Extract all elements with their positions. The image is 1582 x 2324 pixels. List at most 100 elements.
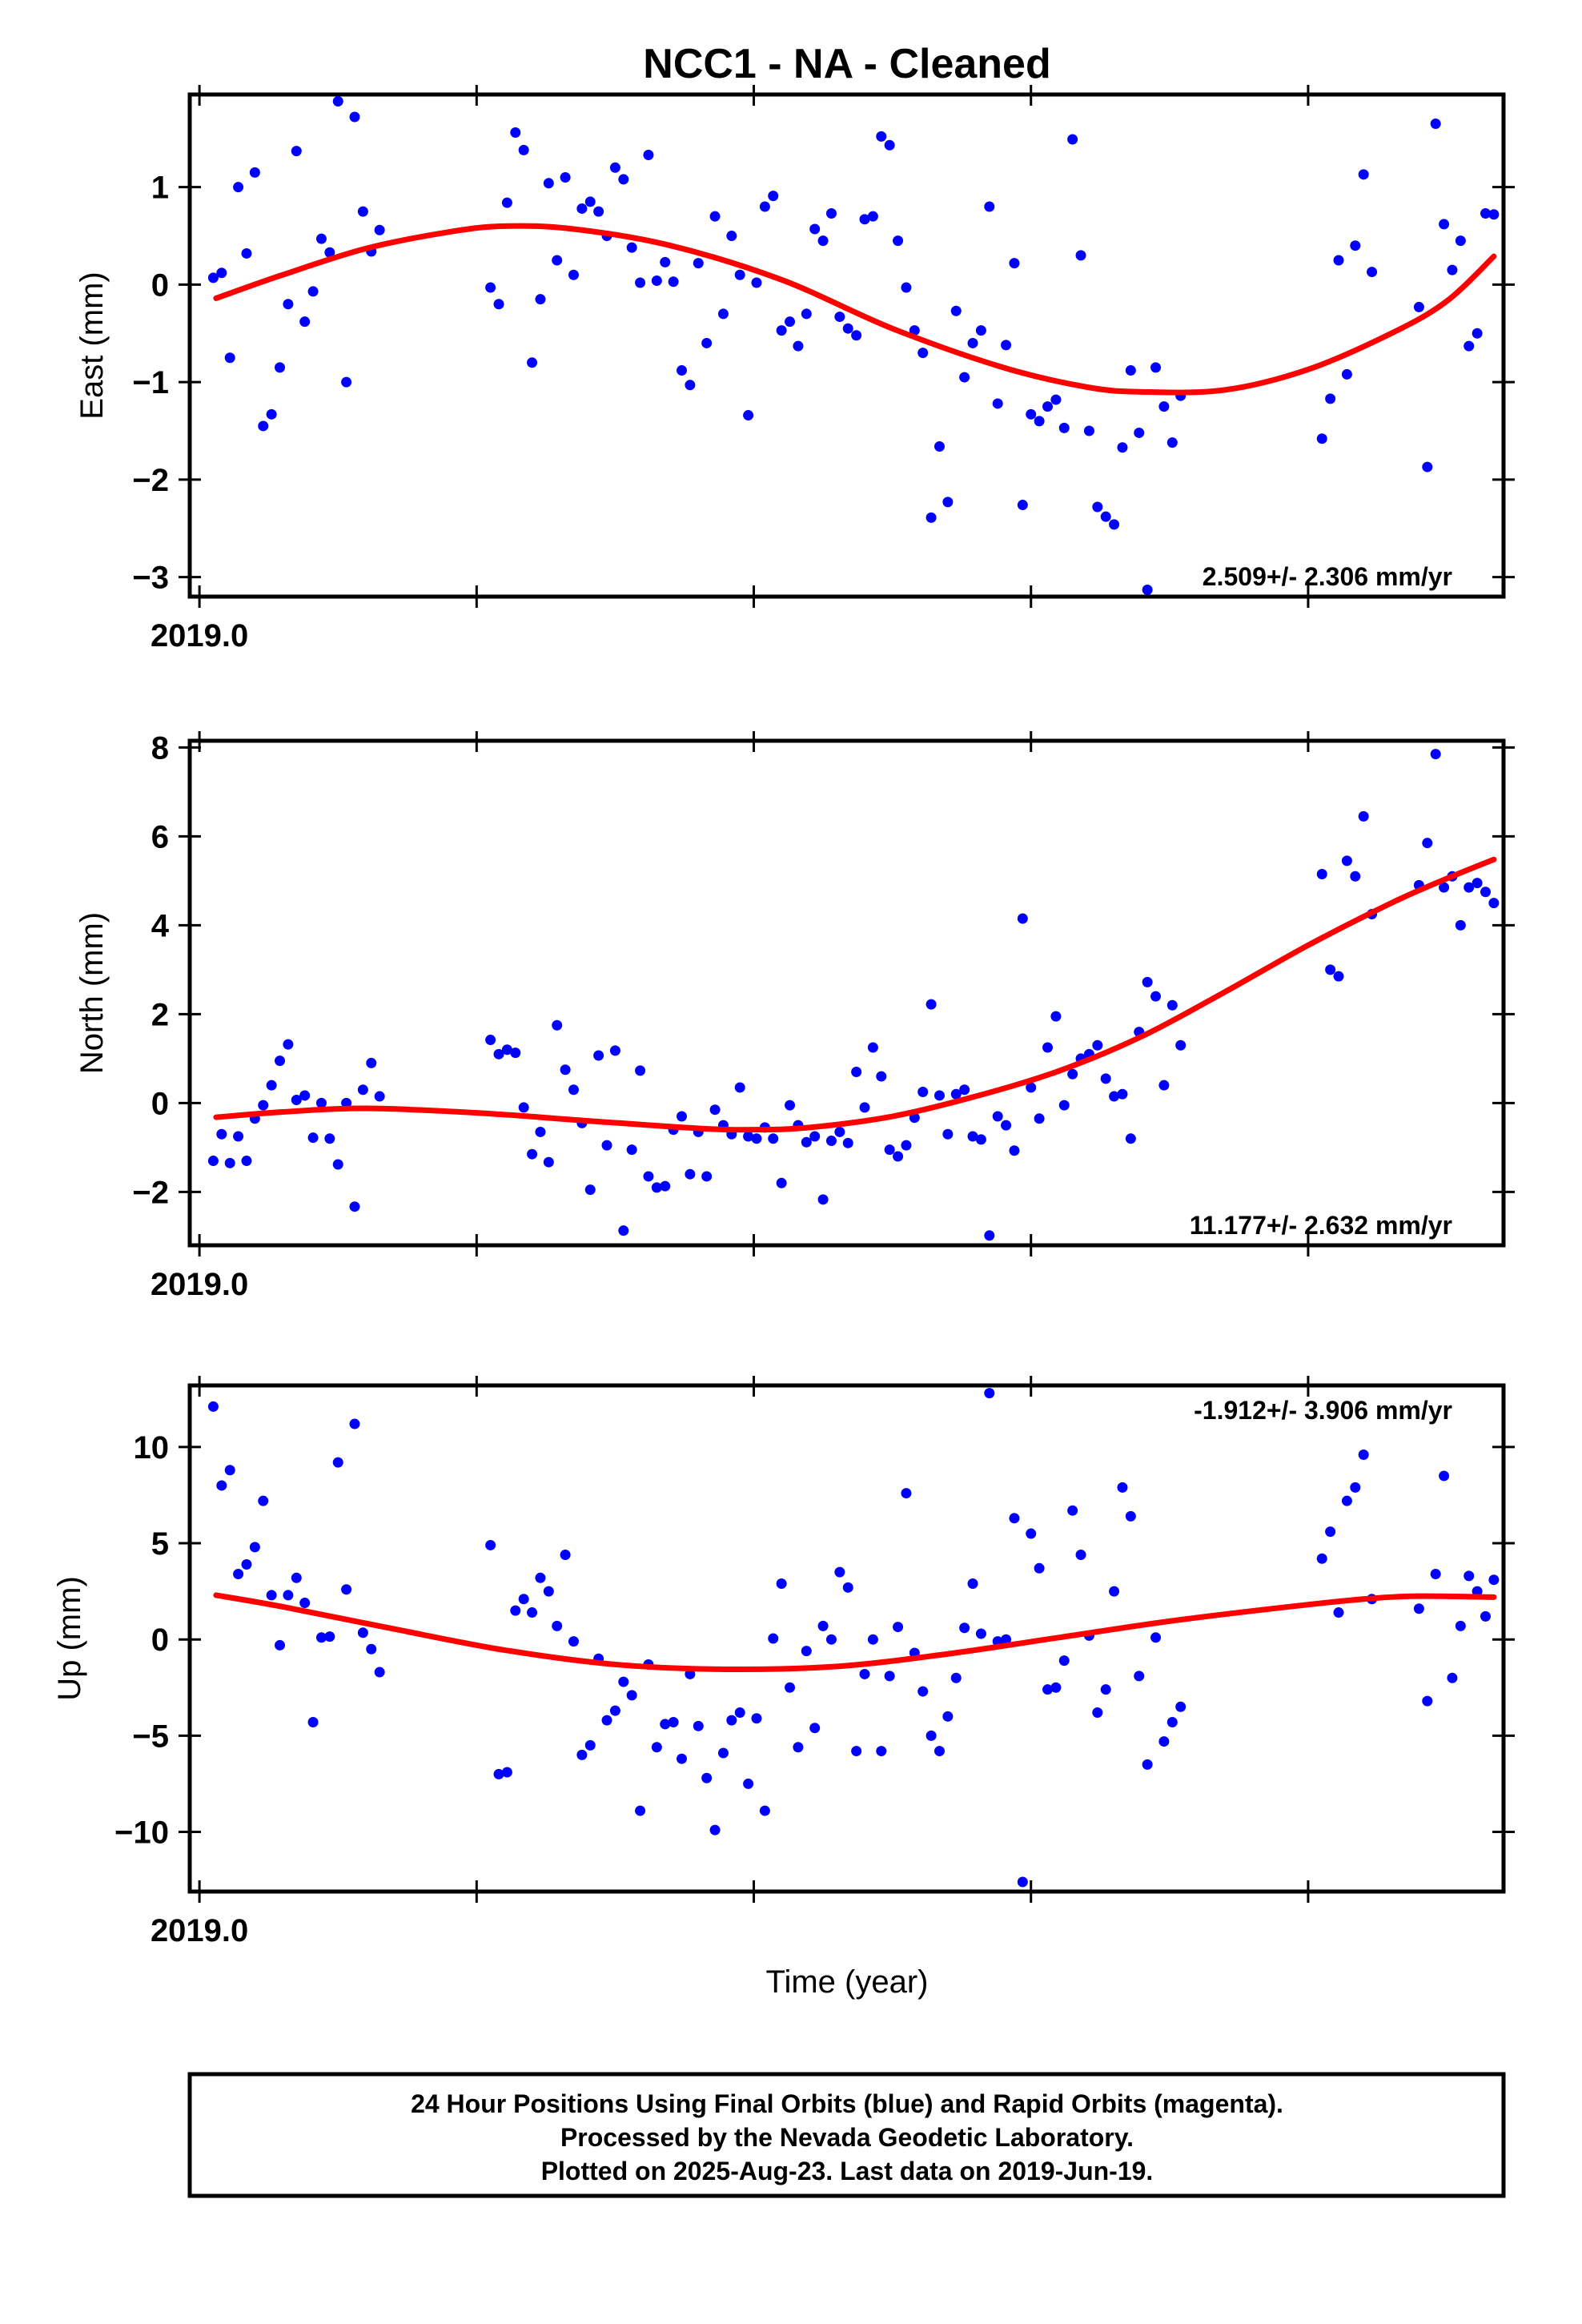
east-data-point bbox=[693, 258, 704, 269]
east-data-point bbox=[1166, 437, 1178, 448]
up-data-point bbox=[501, 1767, 512, 1778]
footer-line-2: Processed by the Nevada Geodetic Laborat… bbox=[560, 2123, 1134, 2152]
up-y-tick-label: 0 bbox=[151, 1622, 169, 1658]
north-data-point bbox=[917, 1087, 929, 1098]
up-data-point bbox=[207, 1401, 219, 1412]
up-data-point bbox=[926, 1730, 937, 1741]
up-data-point bbox=[751, 1713, 762, 1724]
up-y-tick-label: 5 bbox=[151, 1526, 169, 1562]
east-data-point bbox=[975, 325, 986, 336]
up-data-point bbox=[859, 1668, 870, 1679]
east-data-point bbox=[485, 282, 496, 293]
up-data-point bbox=[1464, 1570, 1475, 1582]
east-data-point bbox=[593, 206, 604, 217]
north-data-point bbox=[601, 1140, 612, 1151]
north-data-point bbox=[233, 1131, 244, 1142]
east-data-point bbox=[1341, 368, 1352, 380]
north-data-point bbox=[1142, 976, 1153, 987]
up-data-point bbox=[1075, 1549, 1086, 1560]
north-data-point bbox=[518, 1102, 529, 1113]
up-fit-curve bbox=[213, 1592, 1497, 1673]
north-data-point bbox=[867, 1042, 878, 1053]
east-data-point bbox=[493, 299, 504, 310]
east-data-point bbox=[942, 497, 954, 508]
east-data-point bbox=[241, 247, 252, 259]
north-data-point bbox=[1358, 810, 1369, 822]
east-data-point bbox=[1009, 258, 1020, 269]
east-data-point bbox=[275, 362, 286, 373]
east-data-point bbox=[1092, 501, 1103, 513]
up-data-point bbox=[275, 1639, 286, 1651]
north-data-point bbox=[510, 1047, 521, 1059]
north-data-point bbox=[1464, 882, 1475, 893]
east-data-point bbox=[543, 178, 554, 189]
east-data-point bbox=[1001, 340, 1012, 351]
up-data-point bbox=[618, 1676, 629, 1687]
up-data-point bbox=[975, 1628, 986, 1639]
up-data-point bbox=[1166, 1717, 1178, 1728]
east-data-point bbox=[785, 316, 796, 328]
north-data-point bbox=[315, 1097, 327, 1108]
east-y-tick-label: 1 bbox=[151, 171, 169, 206]
up-data-point bbox=[258, 1495, 269, 1506]
up-data-point bbox=[1158, 1736, 1170, 1747]
east-data-point bbox=[527, 357, 538, 368]
up-data-point bbox=[485, 1539, 496, 1550]
up-data-point bbox=[291, 1572, 302, 1583]
up-data-point bbox=[332, 1457, 343, 1468]
east-plot-frame bbox=[187, 92, 1506, 599]
east-data-point bbox=[751, 277, 762, 288]
east-data-point bbox=[224, 352, 235, 364]
north-data-point bbox=[660, 1180, 671, 1192]
up-data-point bbox=[726, 1715, 737, 1726]
north-data-point bbox=[560, 1064, 571, 1076]
east-data-point bbox=[934, 441, 945, 452]
up-data-point bbox=[867, 1634, 878, 1645]
east-y-tick-label: −3 bbox=[132, 561, 169, 596]
east-data-point bbox=[926, 512, 937, 523]
footer-line-1: 24 Hour Positions Using Final Orbits (bl… bbox=[411, 2089, 1283, 2118]
east-data-point bbox=[776, 325, 787, 336]
east-data-point bbox=[1367, 267, 1378, 278]
east-data-point bbox=[584, 196, 596, 207]
east-data-point bbox=[909, 325, 920, 336]
up-data-point bbox=[1142, 1759, 1153, 1770]
up-data-point bbox=[601, 1715, 612, 1726]
east-data-point bbox=[726, 231, 737, 242]
east-data-point bbox=[1480, 208, 1491, 219]
north-data-point bbox=[1472, 878, 1483, 889]
east-data-point bbox=[552, 255, 563, 266]
up-data-point bbox=[299, 1598, 311, 1609]
north-data-point bbox=[501, 1044, 512, 1055]
north-data-point bbox=[1480, 887, 1491, 898]
north-data-point bbox=[1017, 913, 1028, 924]
north-fit-curve bbox=[213, 856, 1497, 1133]
north-data-point bbox=[842, 1137, 853, 1148]
north-data-point bbox=[984, 1230, 995, 1241]
up-data-point bbox=[560, 1549, 571, 1560]
east-data-point bbox=[510, 127, 521, 138]
up-y-tick-label: −10 bbox=[114, 1815, 169, 1851]
east-data-point bbox=[917, 348, 929, 359]
north-data-point bbox=[959, 1084, 970, 1096]
up-data-point bbox=[1316, 1553, 1327, 1564]
east-data-point bbox=[709, 211, 721, 222]
east-data-point bbox=[1464, 340, 1475, 352]
east-data-point bbox=[609, 162, 620, 173]
up-data-point bbox=[374, 1667, 385, 1678]
up-data-point bbox=[1422, 1695, 1433, 1707]
up-data-point bbox=[535, 1572, 546, 1583]
north-data-point bbox=[543, 1156, 554, 1168]
north-data-point bbox=[349, 1201, 360, 1212]
east-data-point bbox=[1117, 442, 1128, 453]
east-data-point bbox=[901, 282, 912, 293]
up-data-point bbox=[568, 1636, 579, 1647]
up-data-point bbox=[341, 1584, 352, 1595]
up-data-point bbox=[1026, 1528, 1037, 1539]
north-data-point bbox=[801, 1136, 812, 1148]
east-data-point bbox=[1083, 425, 1094, 436]
north-data-point bbox=[893, 1151, 904, 1162]
north-y-tick-label: 2 bbox=[151, 997, 169, 1032]
east-data-point bbox=[817, 235, 829, 247]
east-data-point bbox=[1050, 394, 1062, 405]
